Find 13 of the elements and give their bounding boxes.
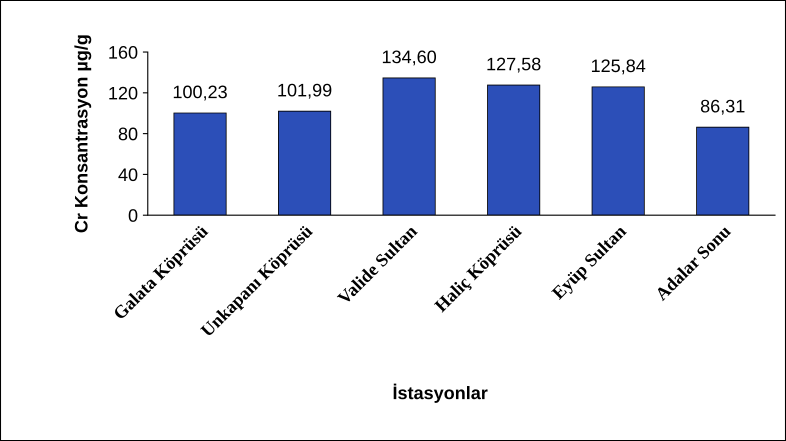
x-axis-title: İstasyonlar — [394, 384, 488, 403]
y-axis-title: Cr Konsantrasyon µg/g — [74, 35, 92, 232]
data-label: 127,58 — [487, 58, 540, 73]
data-label: 134,60 — [382, 50, 436, 66]
data-label: 101,99 — [278, 84, 332, 99]
y-tick-label: 0 — [128, 209, 138, 222]
data-label: 125,84 — [592, 59, 646, 74]
data-label: 100,23 — [174, 86, 227, 100]
y-tick-label: 160 — [109, 46, 138, 59]
data-label: 86,31 — [700, 100, 744, 115]
y-tick-label: 80 — [118, 128, 138, 140]
y-tick-label: 40 — [118, 168, 138, 182]
y-tick-label: 120 — [109, 86, 138, 100]
